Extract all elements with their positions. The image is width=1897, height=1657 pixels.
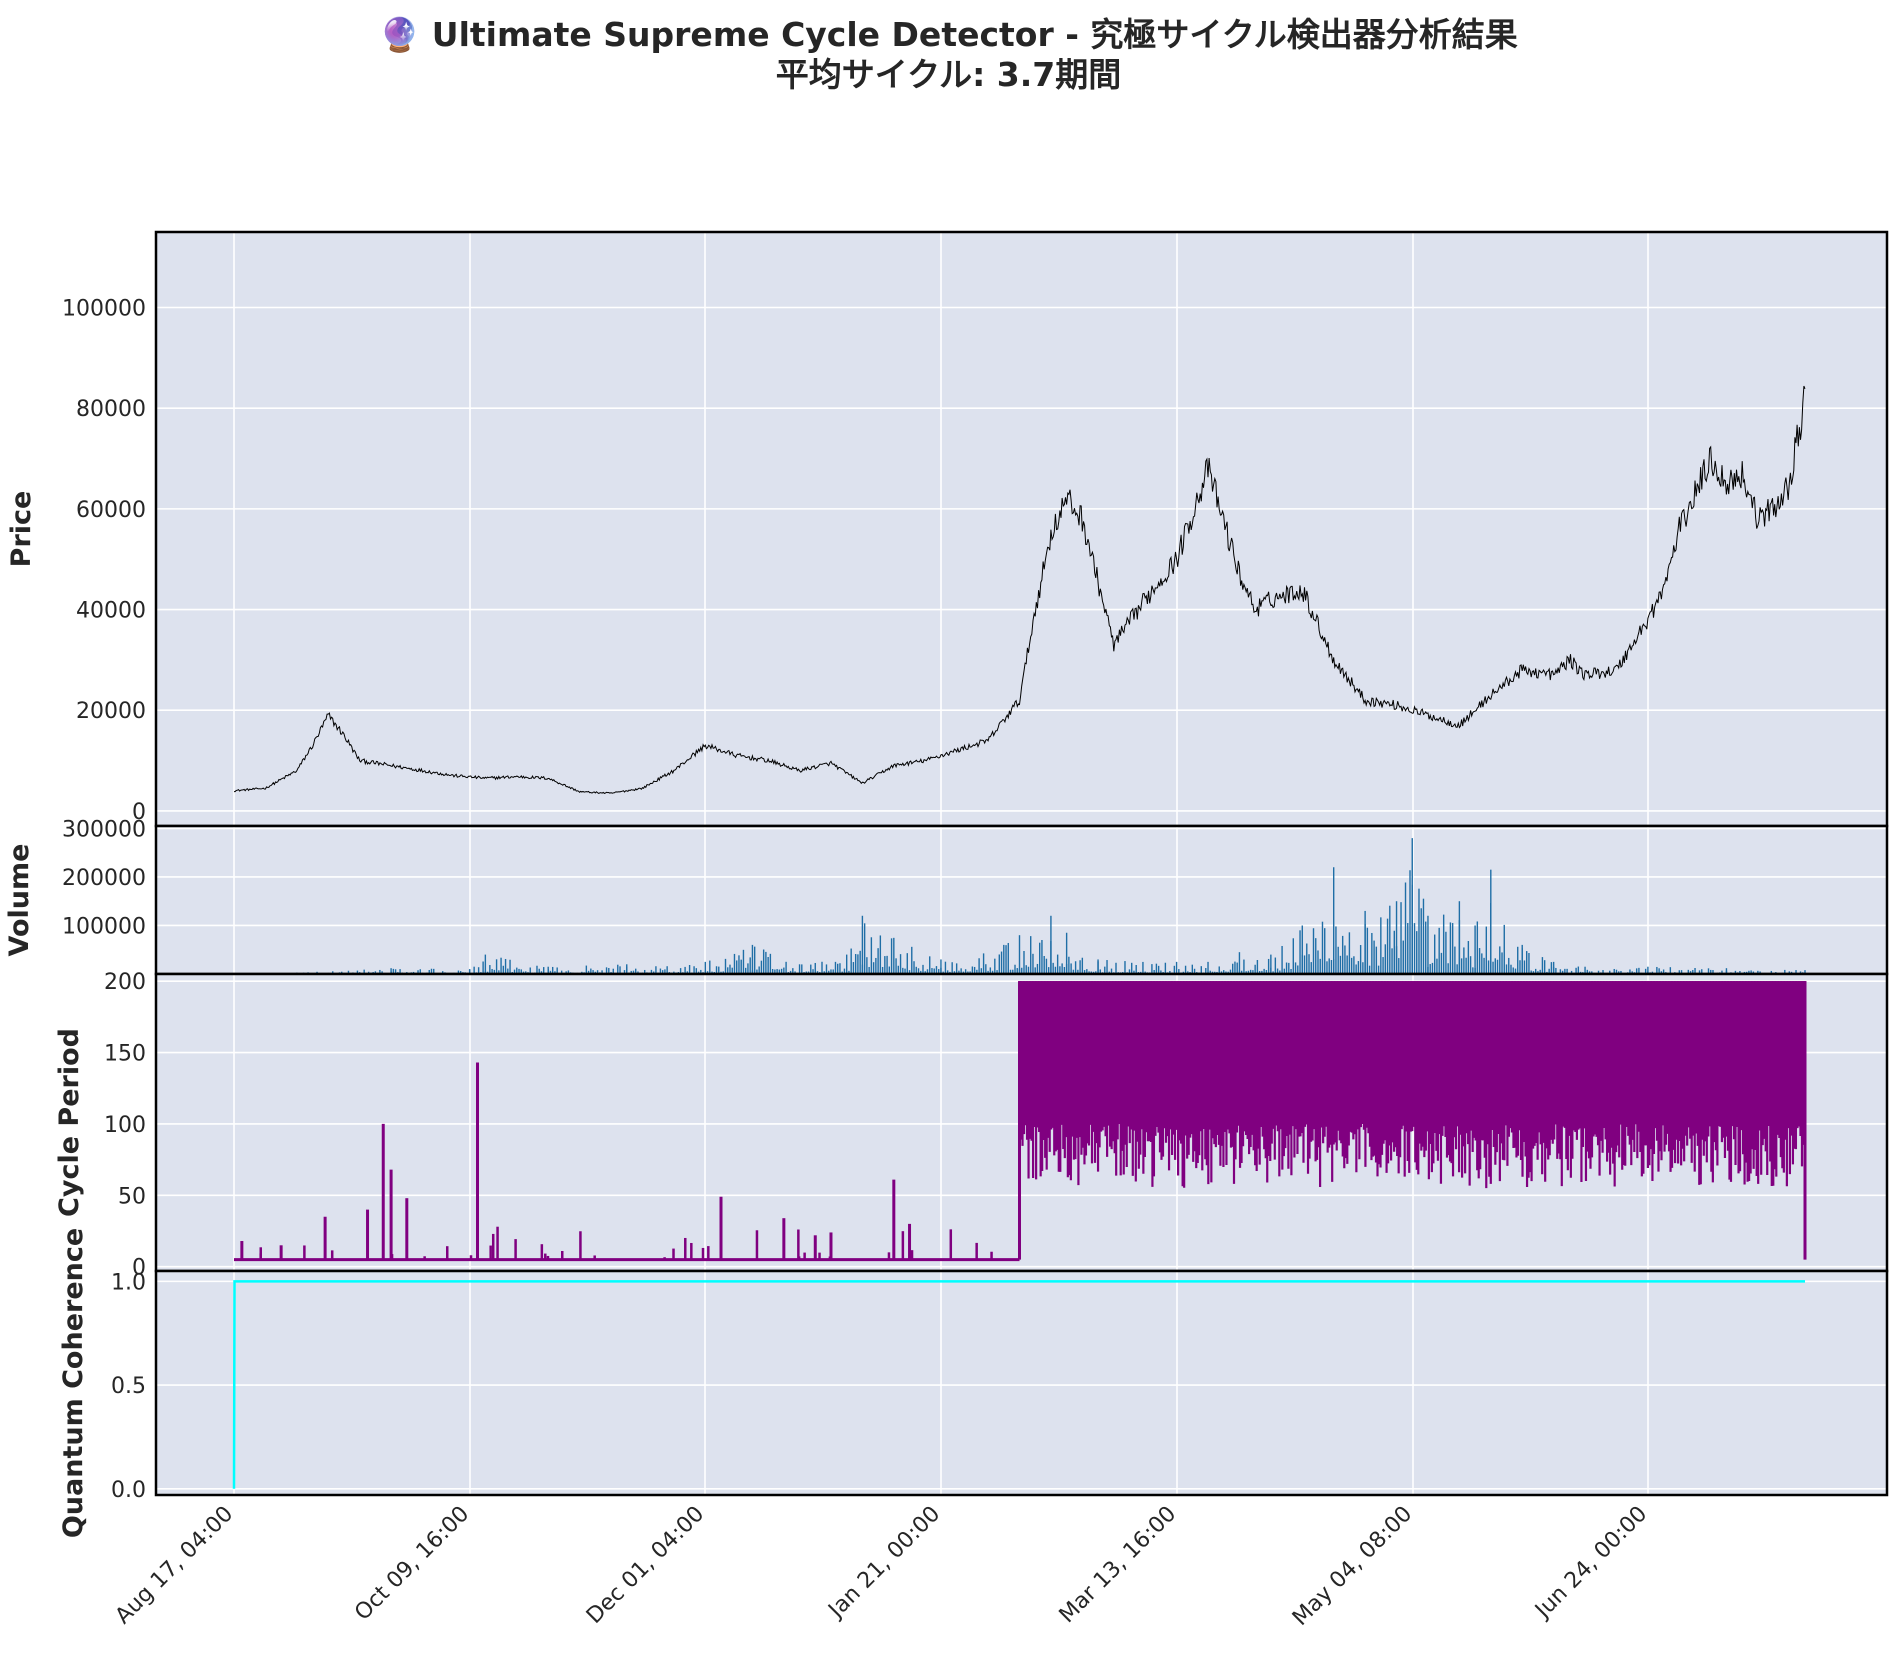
coherence-ytick-1: 0.5 — [111, 1374, 146, 1399]
price-series — [234, 385, 1806, 794]
xtick-2: Dec 01, 04:00 — [582, 1502, 709, 1629]
price-ytick-5: 100000 — [62, 297, 146, 322]
xtick-0: Aug 17, 04:00 — [111, 1502, 239, 1630]
price-ytick-4: 80000 — [76, 397, 146, 422]
xtick-1: Oct 09, 16:00 — [350, 1502, 474, 1626]
volume-ytick-2: 300000 — [62, 817, 146, 842]
price-line — [234, 385, 1806, 794]
coherence-line — [232, 1280, 1805, 1489]
coherence-ylabel: Quantum Coherence — [58, 1228, 89, 1538]
cycle-ytick-1: 50 — [118, 1184, 146, 1209]
cycle-ytick-0: 0 — [132, 1256, 146, 1281]
xtick-6: Jun 24, 00:00 — [1529, 1502, 1652, 1625]
cycle-ylabel: Cycle Period — [54, 1028, 85, 1217]
price-ytick-1: 20000 — [76, 699, 146, 724]
cycle-ytick-4: 200 — [104, 970, 146, 995]
chart-subtitle: 平均サイクル: 3.7期間 — [775, 55, 1122, 94]
chart-title: 🔮 Ultimate Supreme Cycle Detector - 究極サイ… — [379, 15, 1518, 54]
price-ytick-3: 60000 — [76, 498, 146, 523]
coherence-ytick-2: 1.0 — [111, 1270, 146, 1295]
volume-plot-area — [156, 826, 1887, 974]
volume-ytick-1: 200000 — [62, 866, 146, 891]
coherence-ytick-0: 0.0 — [111, 1478, 146, 1503]
volume-ylabel: Volume — [4, 844, 35, 957]
price-ylabel: Price — [6, 491, 37, 568]
cycle-ytick-2: 100 — [104, 1113, 146, 1138]
coherence-frame — [154, 1269, 1889, 1497]
cycle-series — [234, 981, 1807, 1262]
cycle-ytick-3: 150 — [104, 1042, 146, 1067]
price-ytick-2: 40000 — [76, 599, 146, 624]
coherence-series — [232, 1280, 1805, 1489]
xtick-5: May 04, 08:00 — [1288, 1502, 1417, 1631]
price-ytick-0: 0 — [132, 800, 146, 825]
xtick-3: Jan 21, 00:00 — [823, 1502, 946, 1625]
price-plot-area — [156, 232, 1887, 826]
volume-ytick-0: 100000 — [62, 914, 146, 939]
coherence-plot-area — [156, 1271, 1887, 1495]
xtick-4: Mar 13, 16:00 — [1055, 1502, 1181, 1628]
